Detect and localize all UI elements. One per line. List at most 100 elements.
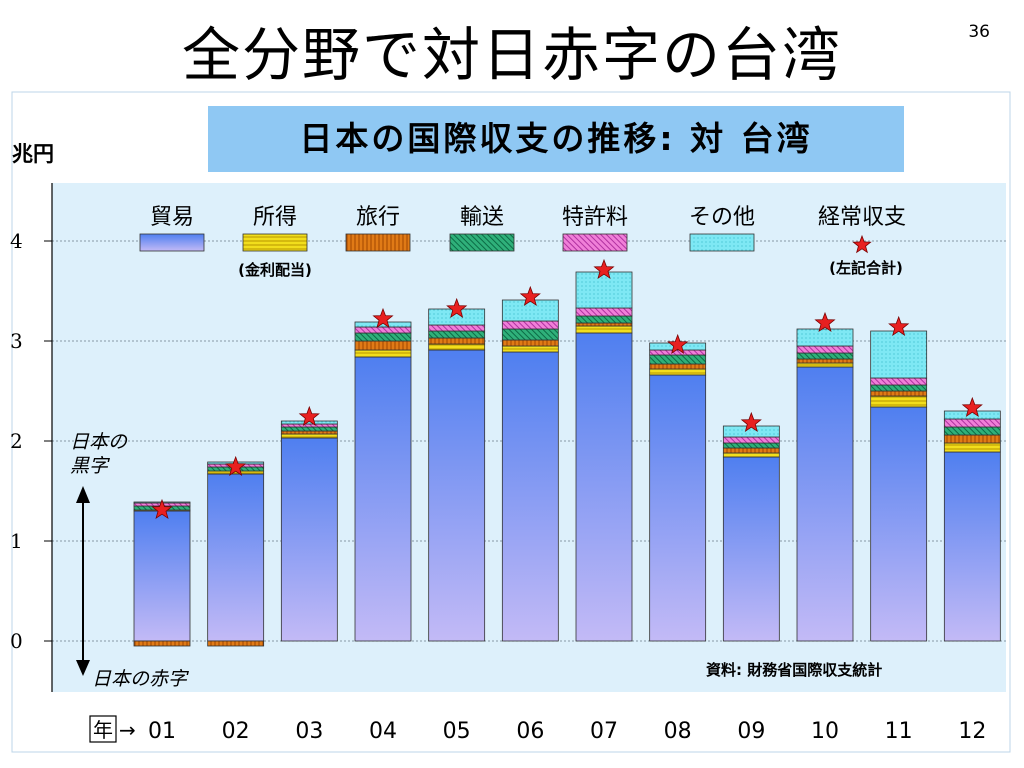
bar-segment-輸送 [354,332,412,342]
source-note: 資料: 財務省国際収支統計 [706,661,882,679]
legend-label-その他: その他 [689,205,755,230]
x-tick-label: 03 [295,719,323,744]
bar-segment-旅行 [649,363,707,370]
arrow-down-icon [76,660,90,676]
bar-segment-貿易 [722,456,780,642]
current-account-marker [814,311,836,333]
y-tick-label: 4 [10,229,23,253]
bar-segment-輸送 [428,330,486,339]
bar-segment-所得 [722,452,780,458]
x-tick-label: 08 [664,719,692,744]
current-account-marker [888,315,910,337]
bar-segment-貿易 [943,451,1001,642]
bar-segment-貿易 [428,349,486,642]
bar-segment-旅行 [501,339,559,347]
x-tick-label: 04 [369,719,397,744]
x-tick-label: 11 [885,719,913,744]
bar-segment-輸送 [943,426,1001,436]
bar-segment-特許料 [722,436,780,444]
bar-segment-特許料 [870,377,928,386]
bar-segment-旅行 [354,340,412,351]
bar-segment-旅行 [428,337,486,345]
bar-segment-輸送 [575,315,633,324]
bar-segment-旅行 [870,390,928,397]
legend-swatch-貿易 [139,233,205,252]
bar-segment-その他 [501,299,559,322]
legend-swatch-輸送 [449,233,515,252]
bar-segment-貿易 [133,510,191,642]
legend-label-所得: 所得 [253,205,297,230]
bar-segment-特許料 [943,418,1001,428]
legend-label-輸送: 輸送 [460,205,504,230]
legend-star-icon [852,234,872,254]
chart-title: 日本の国際収支の推移: 対 台湾 [299,119,813,158]
slide-title: 全分野で対日赤字の台湾 [181,21,842,89]
y-tick-label: 1 [10,529,23,553]
bar-segment-輸送 [870,384,928,392]
current-account-marker [667,333,689,355]
bar-segment-貿易 [501,351,559,642]
bar-segment-旅行 [722,447,780,454]
annotation-deficit: 日本の赤字 [92,668,189,690]
x-axis-prefix: 年 [93,718,113,742]
x-tick-label: 09 [737,719,765,744]
legend-swatch-所得 [242,233,308,252]
x-tick-label: 05 [443,719,471,744]
annotation-surplus: 黒字 [70,455,110,477]
x-tick-label: 06 [516,719,544,744]
bar-segment-特許料 [796,345,854,354]
annotation-surplus: 日本の [70,431,128,453]
bar-segment-貿易 [870,406,928,642]
y-tick-label: 2 [10,429,23,453]
bar-segment-貿易 [207,473,265,642]
legend-sublabel: (金利配当) [238,261,312,279]
bar-segment-その他 [796,328,854,347]
current-account-marker [740,411,762,433]
bar-segment-所得 [870,395,928,408]
legend-sublabel-current-account: (左記合計) [829,259,903,277]
current-account-marker [446,297,468,319]
legend-swatch-旅行 [345,233,411,252]
current-account-marker [372,307,394,329]
legend-swatch-特許料 [562,233,628,252]
y-axis-unit-label: 兆円 [12,142,54,166]
bar-segment-輸送 [722,442,780,449]
legend-label-current-account: 経常収支 [818,205,906,230]
bar-segment-その他 [575,271,633,309]
bar-segment-旅行 [943,434,1001,444]
bar-segment-所得 [649,368,707,376]
legend-swatch-その他 [689,233,755,252]
legend-label-特許料: 特許料 [562,205,628,230]
bar-segment-所得 [280,433,338,439]
x-axis-arrow: → [119,718,136,742]
arrow-up-icon [76,486,90,503]
bar-segment-特許料 [649,349,707,356]
current-account-marker [961,396,983,418]
bar-segment-特許料 [575,307,633,317]
y-tick-label: 3 [10,329,23,353]
bar-segment-negative-旅行 [133,640,191,647]
current-account-marker [593,258,615,280]
x-tick-label: 10 [811,719,839,744]
y-tick-label: 0 [10,629,23,653]
bar-segment-特許料 [280,423,338,428]
x-tick-label: 12 [958,719,986,744]
bar-segment-旅行 [796,358,854,364]
bar-segment-輸送 [649,354,707,365]
bar-segment-貿易 [354,356,412,642]
bar-segment-所得 [354,349,412,358]
chart-title-banner: 日本の国際収支の推移: 対 台湾 [208,106,904,172]
x-tick-label: 07 [590,719,618,744]
bar-segment-所得 [575,325,633,334]
bar-segment-所得 [943,442,1001,453]
x-tick-label: 01 [148,719,176,744]
bar-segment-貿易 [649,374,707,642]
current-account-marker [225,455,247,477]
bar-segment-貿易 [575,332,633,642]
chart-frame [11,91,1011,753]
bar-segment-輸送 [796,352,854,360]
bar-segment-その他 [870,330,928,379]
bar-segment-特許料 [501,320,559,330]
bar-segment-所得 [796,362,854,368]
